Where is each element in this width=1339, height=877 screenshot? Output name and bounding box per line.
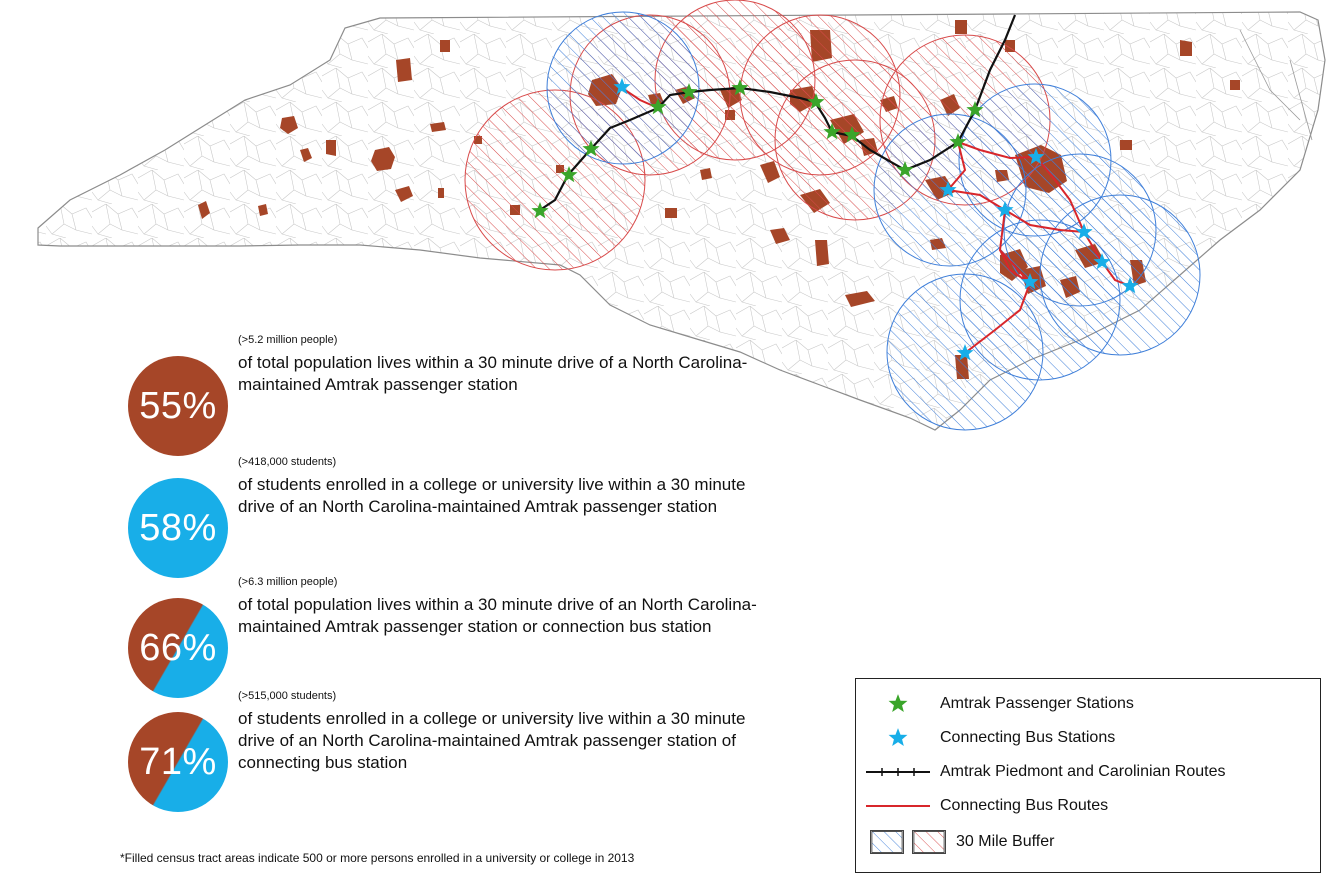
stat-description: of students enrolled in a college or uni…	[238, 475, 746, 516]
stat-circle: 66%	[128, 598, 228, 698]
stat-percent: 66%	[139, 626, 217, 669]
north-carolina-map	[37, 0, 1326, 431]
legend-label: Connecting Bus Stations	[940, 729, 1116, 746]
stat-circle: 71%	[128, 712, 228, 812]
stat-circle: 55%	[128, 356, 228, 456]
stat-students-amtrak: (>418,000 students) 58% of students enro…	[128, 456, 768, 578]
stat-percent: 71%	[139, 740, 217, 783]
blue-star-icon	[888, 728, 908, 747]
stat-total-population-amtrak: (>5.2 million people) 55% of total popul…	[128, 334, 768, 456]
stat-subtitle: (>418,000 students)	[238, 456, 337, 468]
stat-percent: 58%	[139, 506, 217, 549]
legend-item-bus-routes: Connecting Bus Routes	[856, 793, 1108, 819]
blue-hatch-icon	[870, 830, 904, 854]
stat-description: of students enrolled in a college or uni…	[238, 709, 746, 772]
legend-label: Connecting Bus Routes	[940, 797, 1109, 814]
green-star-icon	[888, 694, 908, 713]
stat-circle: 58%	[128, 478, 228, 578]
red-hatch-icon	[912, 830, 946, 854]
legend-item-amtrak-routes: Amtrak Piedmont and Carolinian Routes	[856, 759, 1225, 785]
legend-label: Amtrak Passenger Stations	[940, 695, 1134, 712]
bus-route-line-icon	[866, 805, 930, 807]
footnote: *Filled census tract areas indicate 500 …	[120, 851, 635, 865]
legend-label: Amtrak Piedmont and Carolinian Routes	[940, 763, 1226, 780]
stat-total-population-amtrak-bus: (>6.3 million people) 66% of total popul…	[128, 576, 768, 698]
stat-subtitle: (>515,000 students)	[238, 690, 337, 702]
stat-percent: 55%	[139, 384, 217, 427]
legend-item-buffer: 30 Mile Buffer	[856, 829, 1054, 855]
stat-description: of total population lives within a 30 mi…	[238, 353, 748, 394]
map-legend: Amtrak Passenger Stations Connecting Bus…	[855, 678, 1321, 873]
stat-description: of total population lives within a 30 mi…	[238, 595, 757, 636]
stat-students-amtrak-bus: (>515,000 students) 71% of students enro…	[128, 690, 768, 812]
legend-item-amtrak-stations: Amtrak Passenger Stations	[856, 691, 1134, 717]
stat-subtitle: (>6.3 million people)	[238, 576, 338, 588]
legend-label: 30 Mile Buffer	[956, 833, 1055, 850]
rail-line-icon	[866, 768, 930, 776]
legend-item-bus-stations: Connecting Bus Stations	[856, 725, 1115, 751]
stat-subtitle: (>5.2 million people)	[238, 334, 338, 346]
